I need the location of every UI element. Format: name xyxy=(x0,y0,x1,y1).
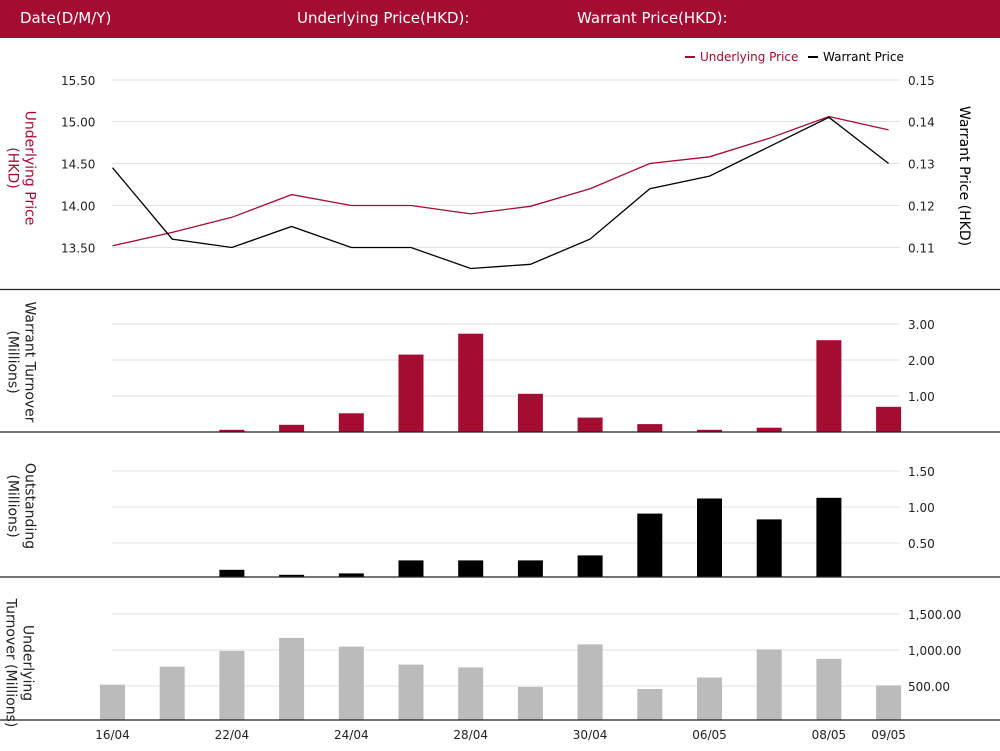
outstanding-bar xyxy=(279,574,305,577)
y-axis-title-left: Underlying Price(HKD) xyxy=(5,111,38,226)
outstanding-bar xyxy=(816,497,842,577)
underlying-turnover-bar xyxy=(159,666,185,720)
warrant-turnover-bar xyxy=(338,413,364,432)
underlying-turnover-bar xyxy=(398,664,424,720)
outstanding-bar xyxy=(697,498,722,577)
x-tick-label: 09/05 xyxy=(871,728,906,742)
outstanding-bar xyxy=(756,519,782,577)
y-tick-label: 1,500.00 xyxy=(908,608,961,622)
y-tick-label-left: 14.00 xyxy=(61,200,95,214)
header-bar: Date(D/M/Y) Underlying Price(HKD): Warra… xyxy=(0,0,1000,38)
underlying-turnover-axis-title: UnderlyingTurnover (Millions) xyxy=(3,598,36,728)
outstanding-bar xyxy=(458,560,484,577)
y-tick-label-right: 0.11 xyxy=(908,242,935,256)
y-tick-label: 2.00 xyxy=(908,354,935,368)
y-tick-label-left: 15.50 xyxy=(61,74,95,88)
warrant-turnover-bar xyxy=(219,429,245,432)
warrant-turnover-bar xyxy=(458,333,484,432)
y-tick-label: 1.00 xyxy=(908,501,935,515)
underlying-turnover-bar xyxy=(816,658,842,720)
x-tick-label: 06/05 xyxy=(692,728,727,742)
legend-label-underlying: Underlying Price xyxy=(700,50,798,64)
warrant-turnover-bar xyxy=(756,427,782,432)
warrant-turnover-axis-title: Warrant Turnover(Millions) xyxy=(5,301,38,422)
underlying-turnover-bar xyxy=(577,644,603,720)
underlying-turnover-bar xyxy=(876,685,902,720)
underlying-turnover-bar xyxy=(100,684,125,720)
outstanding-bar xyxy=(517,560,543,577)
y-tick-label-right: 0.12 xyxy=(908,200,935,214)
outstanding-bar xyxy=(219,569,245,577)
y-tick-label: 500.00 xyxy=(908,680,950,694)
x-tick-label: 28/04 xyxy=(453,728,488,742)
y-tick-label-right: 0.14 xyxy=(908,116,935,130)
underlying-price-label: Underlying Price(HKD): xyxy=(297,9,470,27)
warrant-turnover-bar xyxy=(876,406,902,432)
warrant-turnover-bar xyxy=(517,393,543,432)
x-tick-label: 30/04 xyxy=(573,728,608,742)
y-tick-label: 1,000.00 xyxy=(908,644,961,658)
outstanding-bar xyxy=(398,560,424,577)
y-tick-label-left: 13.50 xyxy=(61,242,95,256)
underlying-turnover-bar xyxy=(517,686,543,720)
x-tick-label: 22/04 xyxy=(215,728,250,742)
y-tick-label: 1.00 xyxy=(908,390,935,404)
warrant-price-label: Warrant Price(HKD): xyxy=(577,9,728,27)
outstanding-bar xyxy=(637,513,663,577)
x-tick-label: 16/04 xyxy=(95,728,130,742)
underlying-price-line xyxy=(112,115,889,247)
warrant-turnover-bar xyxy=(637,424,663,432)
underlying-turnover-bar xyxy=(756,649,782,720)
warrant-turnover-bar xyxy=(279,424,305,432)
warrant-turnover-bar xyxy=(816,340,842,432)
y-axis-title-right: Warrant Price (HKD) xyxy=(956,106,972,246)
x-tick-label: 08/05 xyxy=(812,728,847,742)
y-tick-label-right: 0.15 xyxy=(908,74,935,88)
warrant-turnover-bar xyxy=(697,429,722,432)
y-tick-label-right: 0.13 xyxy=(908,158,935,172)
outstanding-bar xyxy=(338,573,364,577)
y-tick-label-left: 15.00 xyxy=(61,116,95,130)
underlying-turnover-bar xyxy=(637,689,663,720)
underlying-turnover-bar xyxy=(279,637,305,720)
underlying-turnover-bar xyxy=(338,646,364,720)
underlying-turnover-bar xyxy=(697,677,722,720)
y-tick-label: 3.00 xyxy=(908,318,935,332)
y-tick-label: 0.50 xyxy=(908,537,935,551)
underlying-turnover-bar xyxy=(219,650,245,720)
outstanding-axis-title: Outstanding(Millions) xyxy=(5,463,38,549)
y-tick-label: 1.50 xyxy=(908,465,935,479)
legend-label-warrant: Warrant Price xyxy=(823,50,904,64)
warrant-turnover-bar xyxy=(577,417,603,432)
date-label: Date(D/M/Y) xyxy=(20,9,112,27)
x-tick-label: 24/04 xyxy=(334,728,369,742)
underlying-turnover-bar xyxy=(458,667,484,720)
outstanding-bar xyxy=(577,555,603,577)
warrant-turnover-bar xyxy=(398,354,424,432)
y-tick-label-left: 14.50 xyxy=(61,158,95,172)
warrant-price-line xyxy=(112,116,889,270)
